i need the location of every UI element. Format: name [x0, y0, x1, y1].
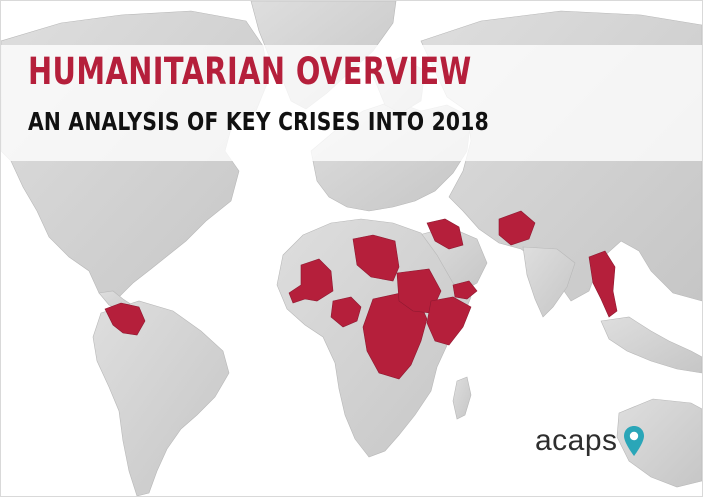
crisis-mali [288, 258, 334, 304]
logo-text: acaps [535, 424, 618, 457]
acaps-logo: acaps [535, 423, 646, 459]
australia [616, 398, 702, 488]
india [522, 246, 576, 318]
south-america [92, 300, 230, 496]
crisis-yemen [452, 280, 478, 300]
crisis-myanmar [588, 250, 618, 318]
crisis-afghanistan [498, 210, 536, 246]
report-subtitle: AN ANALYSIS OF KEY CRISES INTO 2018 [28, 107, 489, 136]
southeast-asia [600, 316, 702, 374]
title-band [1, 45, 702, 161]
crisis-nigeria [330, 296, 362, 328]
crisis-venezuela [104, 302, 146, 336]
crisis-syria-iraq [426, 218, 464, 250]
map-pin-icon [623, 426, 644, 456]
madagascar [452, 376, 472, 420]
crisis-horn-of-africa [426, 296, 472, 346]
crisis-libya [352, 234, 400, 282]
report-title: HUMANITARIAN OVERVIEW [28, 50, 472, 93]
